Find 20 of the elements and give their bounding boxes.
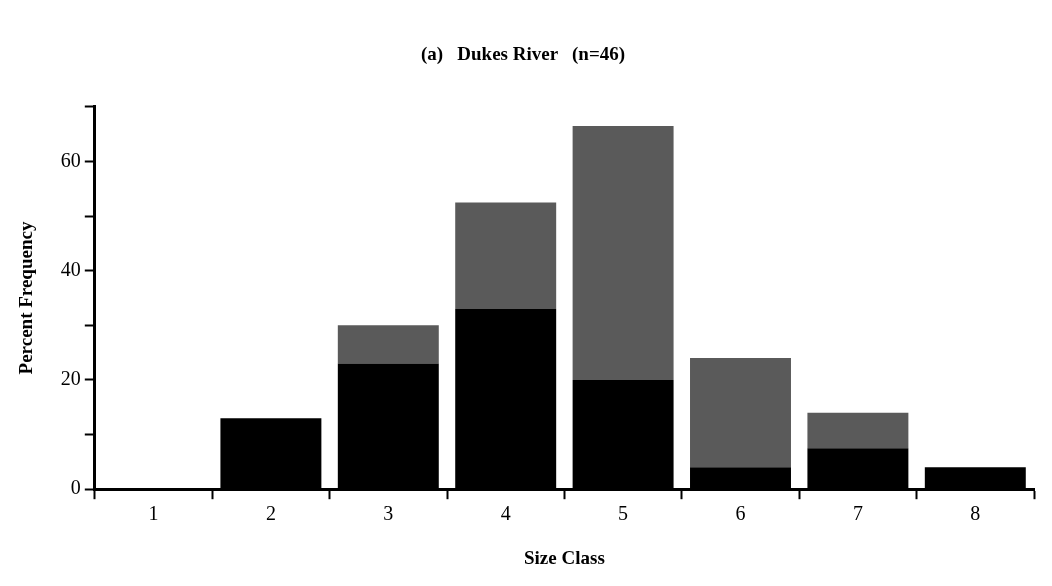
- x-tick-label: 8: [970, 502, 981, 525]
- x-tick-label: 3: [383, 502, 394, 525]
- x-tick-label: 7: [852, 502, 863, 525]
- y-tick-label: 20: [60, 367, 81, 390]
- x-tick-label: 4: [500, 502, 511, 525]
- y-tick-label: 40: [60, 257, 81, 280]
- bar: [572, 125, 674, 380]
- bar: [337, 325, 439, 364]
- x-tick-label: 5: [618, 502, 629, 525]
- x-tick-label: 2: [265, 502, 276, 525]
- y-axis-title: Percent Frequency: [15, 221, 37, 375]
- x-tick-label: 6: [735, 502, 746, 525]
- bar: [690, 358, 791, 468]
- y-tick-label: 0: [70, 476, 81, 499]
- y-tick-label: 60: [60, 148, 81, 171]
- chart-title: (a) Dukes River (n=46): [420, 43, 626, 66]
- bar: [455, 202, 557, 309]
- x-tick-label: 1: [148, 502, 159, 525]
- bar: [807, 412, 909, 449]
- x-axis-title: Size Class: [524, 546, 605, 568]
